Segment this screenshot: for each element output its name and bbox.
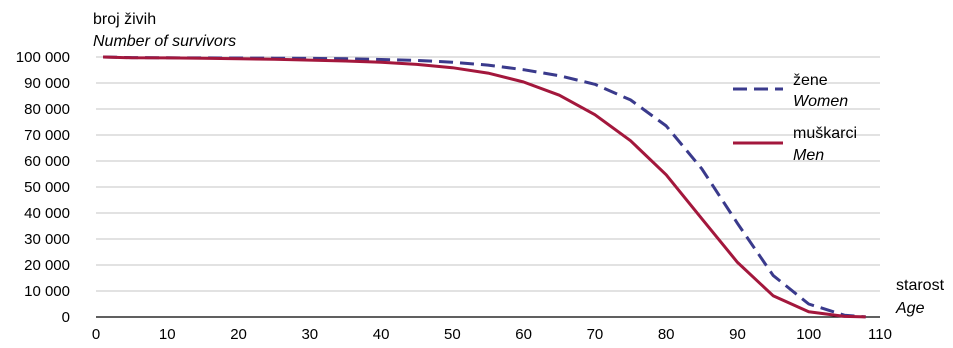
y-tick-label: 60 000 xyxy=(24,153,70,170)
x-tick-label: 0 xyxy=(92,326,100,343)
y-tick-label: 100 000 xyxy=(16,49,70,66)
x-axis-title: starost xyxy=(896,277,945,294)
x-tick-label: 50 xyxy=(444,326,461,343)
women-series-line xyxy=(103,55,866,319)
x-tick-label: 80 xyxy=(658,326,675,343)
y-tick-label: 80 000 xyxy=(24,101,70,118)
y-tick-label: 40 000 xyxy=(24,205,70,222)
x-axis-title-en: Age xyxy=(895,300,925,317)
y-tick-label: 0 xyxy=(62,309,70,326)
legend-women-label-en: Women xyxy=(793,93,848,110)
x-tick-label: 10 xyxy=(159,326,176,343)
y-axis-ticks: 0 10 000 20 000 30 000 40 000 50 000 60 000 70 … xyxy=(16,49,70,326)
legend-women-label: žene xyxy=(793,72,828,89)
legend-men-label-en: Men xyxy=(793,147,824,164)
y-tick-label: 10 000 xyxy=(24,283,70,300)
x-axis-ticks: 0 10 20 30 40 50 60 70 80 90 100 110 xyxy=(92,326,892,343)
x-tick-label: 30 xyxy=(301,326,318,343)
x-tick-label: 110 xyxy=(868,326,892,343)
legend-men-label: muškarci xyxy=(793,125,857,142)
y-tick-label: 90 000 xyxy=(24,75,70,92)
y-axis-title: broj živih xyxy=(93,11,156,28)
x-tick-label: 60 xyxy=(515,326,532,343)
y-tick-label: 20 000 xyxy=(24,257,70,274)
series-lines xyxy=(103,55,866,319)
y-tick-label: 30 000 xyxy=(24,231,70,248)
legend: žene Women muškarci Men xyxy=(733,72,857,164)
x-tick-label: 40 xyxy=(373,326,390,343)
x-tick-label: 90 xyxy=(729,326,746,343)
y-tick-label: 50 000 xyxy=(24,179,70,196)
men-series-line xyxy=(103,55,866,319)
y-axis-title-en: Number of survivors xyxy=(93,33,236,50)
gridlines xyxy=(96,56,880,292)
y-tick-label: 70 000 xyxy=(24,127,70,144)
x-tick-label: 100 xyxy=(796,326,821,343)
x-tick-label: 20 xyxy=(230,326,247,343)
x-tick-label: 70 xyxy=(587,326,604,343)
